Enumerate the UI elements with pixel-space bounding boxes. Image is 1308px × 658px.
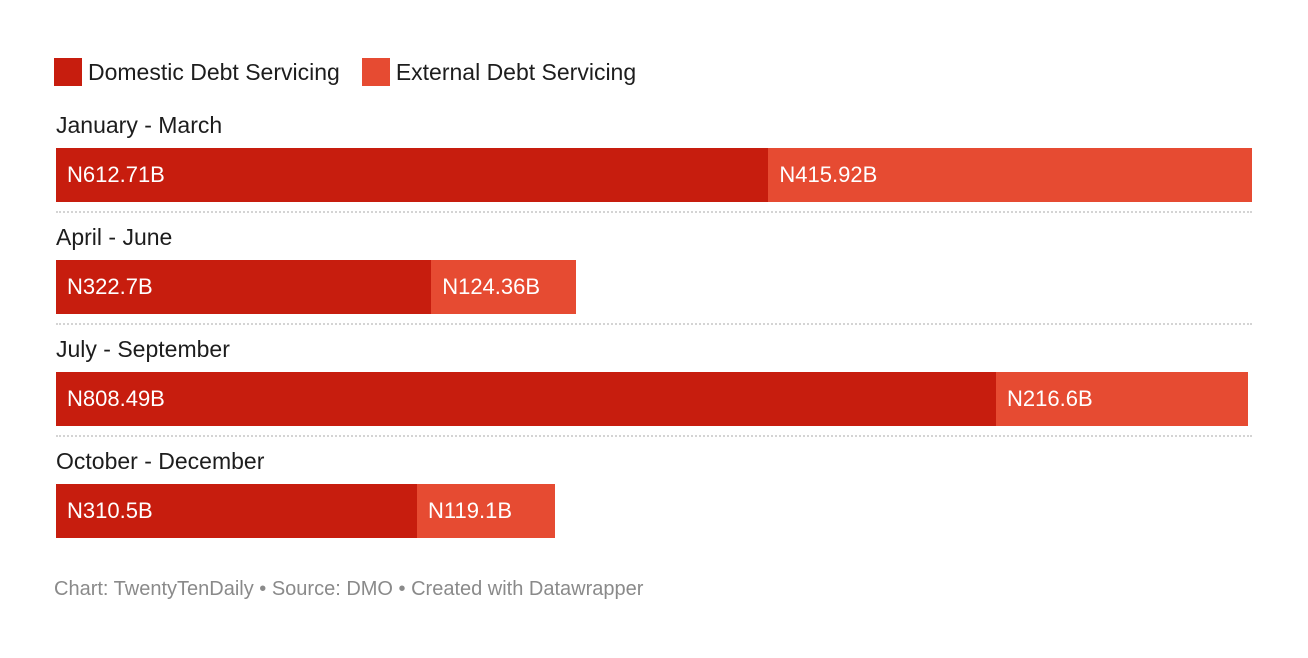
row-divider	[56, 323, 1252, 325]
legend-item-external: External Debt Servicing	[361, 58, 637, 86]
bar-segment-external-debt-servicing: N216.6B	[996, 372, 1248, 426]
bar-segment-domestic-debt-servicing: N322.7B	[56, 260, 432, 314]
bar-track: N322.7B N124.36B	[56, 260, 1252, 314]
legend-label-domestic: Domestic Debt Servicing	[88, 58, 340, 85]
bar-segment-domestic-debt-servicing: N612.71B	[56, 148, 769, 202]
data-label: N808.49B	[67, 386, 165, 411]
data-label: N216.6B	[1007, 386, 1093, 411]
legend-swatch-external	[361, 58, 390, 86]
category-label: April - June	[56, 224, 173, 250]
legend-swatch-domestic	[54, 58, 82, 86]
chart-legend: Domestic Debt Servicing External Debt Se…	[54, 56, 658, 88]
row-divider	[56, 211, 1252, 213]
chart-footer: Chart: TwentyTenDaily • Source: DMO • Cr…	[54, 578, 644, 600]
bar-segment-domestic-debt-servicing: N310.5B	[56, 484, 418, 538]
data-label: N119.1B	[428, 498, 512, 523]
data-label: N124.36B	[442, 274, 541, 299]
bar-track: N612.71B N415.92B	[56, 148, 1252, 202]
data-label: N612.71B	[67, 162, 165, 187]
bar-segment-external-debt-servicing: N415.92B	[768, 148, 1252, 202]
bar-segment-external-debt-servicing: N124.36B	[431, 260, 576, 314]
category-label: January - March	[56, 112, 223, 138]
category-label: October - December	[56, 448, 265, 474]
legend-item-domestic: Domestic Debt Servicing	[54, 58, 340, 86]
bar-row-april-june: April - June N322.7B N124.36B	[56, 220, 1252, 332]
legend-label-external: External Debt Servicing	[395, 58, 637, 85]
data-label: N310.5B	[67, 498, 153, 523]
bar-row-january-march: January - March N612.71B N415.92B	[56, 108, 1252, 220]
data-label: N415.92B	[779, 162, 878, 187]
bar-row-july-september: July - September N808.49B N216.6B	[56, 332, 1252, 444]
bar-segment-domestic-debt-servicing: N808.49B	[56, 372, 997, 426]
bar-track: N808.49B N216.6B	[56, 372, 1252, 426]
bar-row-october-december: October - December N310.5B N119.1B	[56, 444, 1252, 556]
row-divider	[56, 435, 1252, 437]
bar-track: N310.5B N119.1B	[56, 484, 1252, 538]
bar-segment-external-debt-servicing: N119.1B	[417, 484, 556, 538]
category-label: July - September	[56, 336, 230, 362]
data-label: N322.7B	[67, 274, 153, 299]
